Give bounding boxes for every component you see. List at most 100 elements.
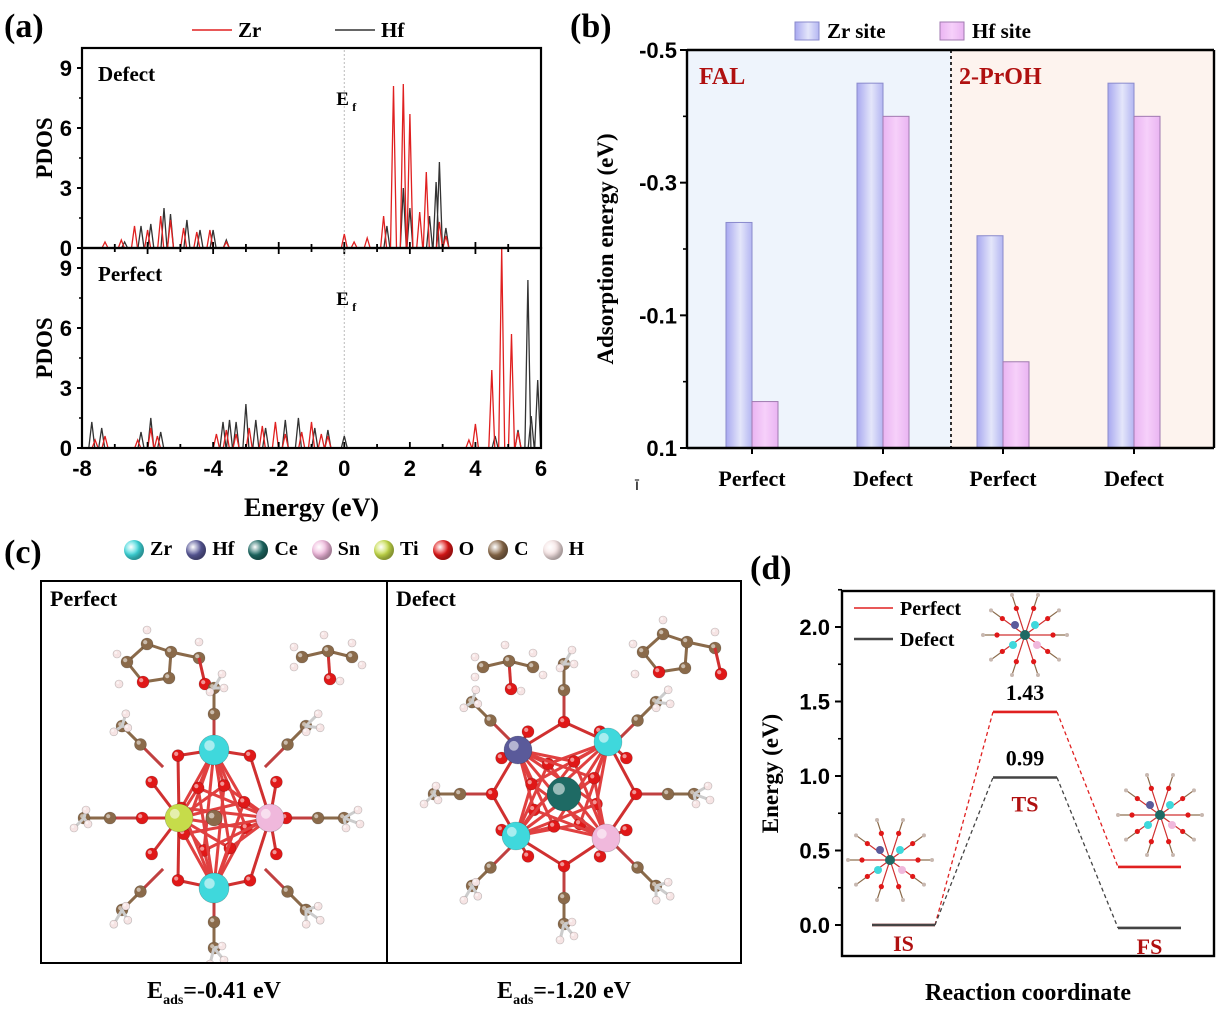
atom-metal bbox=[876, 846, 884, 854]
atom-h bbox=[651, 895, 661, 905]
element-sn-swatch-icon bbox=[311, 539, 332, 560]
atom-h bbox=[289, 642, 299, 652]
element-label: C bbox=[514, 538, 529, 560]
atom-o bbox=[171, 874, 185, 887]
atom-highlight bbox=[488, 790, 493, 795]
atom-highlight bbox=[655, 668, 660, 673]
atom-c bbox=[281, 738, 294, 751]
atom-h bbox=[630, 669, 640, 679]
atom-highlight bbox=[472, 654, 476, 658]
atom-highlight bbox=[210, 710, 215, 715]
y-tick-label: 6 bbox=[60, 316, 72, 341]
atom-highlight bbox=[165, 674, 170, 679]
atom-highlight bbox=[315, 711, 319, 715]
atom-zr bbox=[198, 872, 230, 904]
atom-highlight bbox=[219, 671, 223, 675]
atom-highlight bbox=[529, 663, 534, 668]
atom-metal bbox=[874, 866, 882, 874]
y-tick-label: -0.3 bbox=[639, 171, 677, 196]
atom-h bbox=[459, 703, 469, 713]
legend-label-zr-site: Zr site bbox=[827, 19, 886, 43]
atom-highlight bbox=[114, 651, 118, 655]
atom-c bbox=[557, 683, 571, 697]
atom-h bbox=[419, 799, 429, 809]
x-tick-label: Defect bbox=[1104, 466, 1165, 491]
atom-ce bbox=[885, 855, 895, 865]
atom-c bbox=[484, 861, 497, 874]
atom-highlight bbox=[667, 701, 671, 705]
bar-zr-site-2 bbox=[976, 235, 1004, 449]
atom-o bbox=[567, 755, 581, 768]
atom-c bbox=[631, 714, 644, 727]
bar-zr-site-1 bbox=[856, 82, 884, 449]
atom-highlight bbox=[321, 632, 325, 636]
y-tick-label: 0.0 bbox=[799, 913, 830, 938]
atom-highlight bbox=[486, 863, 491, 868]
atom-o bbox=[878, 884, 884, 890]
y-tick-label: 9 bbox=[60, 256, 72, 281]
atom-metal bbox=[1009, 641, 1017, 649]
atom-highlight bbox=[123, 658, 128, 663]
atom-highlight bbox=[283, 740, 288, 745]
atom-highlight bbox=[707, 797, 711, 801]
atom-c bbox=[162, 671, 176, 685]
atom-h bbox=[900, 818, 905, 823]
x-tick-label: Perfect bbox=[969, 466, 1037, 491]
atom-highlight bbox=[204, 878, 215, 889]
atom-highlight bbox=[246, 876, 251, 881]
atom-h bbox=[1056, 608, 1061, 613]
atom-highlight bbox=[291, 664, 295, 668]
atom-highlight bbox=[246, 751, 251, 756]
atom-zr bbox=[593, 727, 623, 757]
pdos-subplot-defect: 0 3 6 9 Defect E f PDOS bbox=[32, 46, 543, 261]
atom-highlight bbox=[560, 718, 565, 723]
perfect-structure-image bbox=[69, 625, 367, 962]
atom-highlight bbox=[143, 640, 148, 645]
atom-o bbox=[1013, 659, 1019, 665]
plot-frame bbox=[840, 589, 1216, 958]
atom-highlight bbox=[665, 879, 669, 883]
atom-highlight bbox=[497, 754, 502, 759]
atom-highlight bbox=[204, 740, 215, 751]
atom-h bbox=[846, 858, 850, 862]
atom-highlight bbox=[242, 824, 247, 829]
atom-highlight bbox=[456, 790, 461, 795]
bond bbox=[183, 816, 271, 836]
atom-h bbox=[194, 637, 204, 647]
atom-h bbox=[471, 877, 481, 887]
atom-c bbox=[140, 637, 154, 651]
atom-h bbox=[69, 823, 79, 833]
y-tick-label: -0.5 bbox=[639, 38, 677, 63]
value-annotation-perfect: 1.43 bbox=[1006, 680, 1045, 705]
atom-c bbox=[636, 645, 650, 659]
atom-highlight bbox=[83, 807, 87, 811]
atom-h bbox=[569, 659, 579, 669]
element-legend: Zr Hf Ce Sn Ti O C H bbox=[124, 538, 598, 561]
atom-o bbox=[1045, 615, 1051, 622]
atom-h bbox=[315, 915, 325, 925]
atom-h bbox=[301, 727, 311, 737]
atom-h bbox=[989, 657, 994, 662]
atom-o bbox=[1148, 785, 1154, 791]
atom-h bbox=[471, 685, 481, 695]
atom-highlight bbox=[139, 678, 144, 683]
x-tick-label: Defect bbox=[853, 466, 914, 491]
atom-h bbox=[1191, 788, 1196, 793]
atom-highlight bbox=[340, 814, 345, 819]
atom-highlight bbox=[207, 961, 210, 962]
atom-highlight bbox=[208, 812, 215, 819]
atom-o bbox=[999, 648, 1005, 655]
atom-h bbox=[705, 795, 715, 805]
atom-highlight bbox=[711, 644, 716, 649]
atom-h bbox=[114, 679, 124, 689]
atom-c bbox=[207, 707, 221, 721]
atom-highlight bbox=[315, 903, 319, 907]
atom-h bbox=[123, 915, 133, 925]
element-legend-item: C bbox=[488, 538, 529, 561]
atom-highlight bbox=[123, 903, 127, 907]
adsorption-energy-chart: FAL 2-PrOH -0.5 -0.3 -0.1 0.1 Perfect Defect Per… bbox=[593, 19, 1216, 494]
atom-h bbox=[313, 709, 323, 719]
atom-h bbox=[1145, 773, 1150, 778]
atom-h bbox=[473, 891, 483, 901]
atom-highlight bbox=[473, 879, 477, 883]
